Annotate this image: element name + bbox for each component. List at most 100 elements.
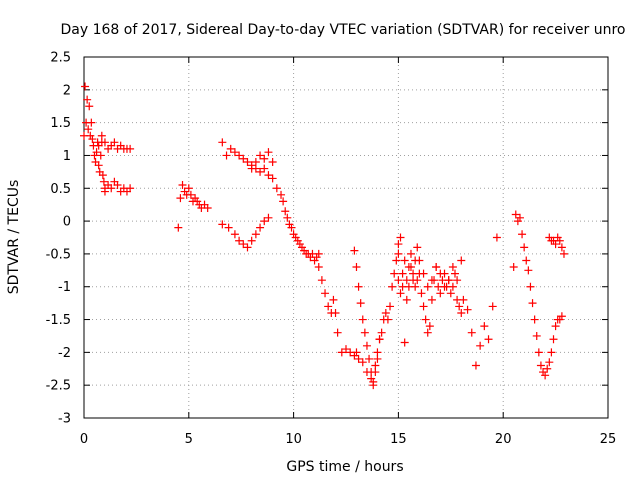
data-point-marker [251, 158, 260, 167]
data-point-marker [256, 151, 265, 160]
series-segment-11 [394, 256, 466, 298]
data-point-marker [352, 348, 361, 357]
data-point-marker [260, 217, 269, 226]
data-point-marker [99, 177, 108, 186]
data-point-marker [176, 194, 185, 203]
x-tick-label: 10 [285, 432, 302, 447]
data-point-marker [230, 230, 239, 239]
data-point-marker [551, 322, 560, 331]
data-point-marker [423, 282, 432, 291]
data-point-marker [394, 276, 403, 285]
data-point-marker [375, 335, 384, 344]
data-point-marker [557, 243, 566, 252]
data-point-marker [423, 328, 432, 337]
data-point-marker [463, 305, 472, 314]
data-point-marker [224, 223, 233, 232]
data-point-marker [352, 263, 361, 272]
data-point-marker [549, 335, 558, 344]
data-point-marker [390, 269, 399, 278]
data-point-marker [381, 308, 390, 317]
data-point-marker [427, 276, 436, 285]
data-point-marker [511, 210, 520, 219]
data-point-marker [362, 341, 371, 350]
data-point-marker [356, 299, 365, 308]
data-point-marker [383, 315, 392, 324]
data-point-marker [400, 256, 409, 265]
data-point-marker [222, 151, 231, 160]
data-point-marker [314, 263, 323, 272]
data-point-marker [268, 174, 277, 183]
data-point-marker [281, 207, 290, 216]
data-point-marker [509, 263, 518, 272]
data-point-marker [448, 282, 457, 291]
data-point-marker [337, 348, 346, 357]
data-point-marker [551, 240, 560, 249]
series-segment-3 [100, 177, 135, 196]
data-point-marker [518, 230, 527, 239]
data-point-marker [126, 144, 135, 153]
series-segment-4 [174, 180, 212, 232]
data-point-marker [243, 158, 252, 167]
data-point-marker [373, 354, 382, 363]
series-segment-14 [545, 233, 568, 258]
y-tick-label: -1 [58, 280, 71, 295]
y-tick-label: 2.5 [50, 51, 71, 66]
data-point-marker [260, 164, 269, 173]
data-point-marker [203, 203, 212, 212]
data-point-marker [358, 358, 367, 367]
data-point-marker [230, 148, 239, 157]
data-point-marker [436, 269, 445, 278]
data-point-marker [126, 184, 135, 193]
data-point-marker [333, 328, 342, 337]
series-segment-2 [94, 138, 135, 153]
data-point-marker [85, 102, 94, 111]
series-segment-6 [247, 148, 277, 173]
data-point-marker [421, 315, 430, 324]
series-segment-9 [350, 246, 384, 390]
x-tick-label: 0 [80, 432, 88, 447]
y-axis-label: SDTVAR / TECUs [6, 180, 22, 295]
data-point-marker [272, 184, 281, 193]
y-tick-label: 1.5 [50, 116, 71, 131]
data-point-marker [321, 289, 330, 298]
data-point-marker [226, 144, 235, 153]
data-point-marker [178, 180, 187, 189]
series-segment-12 [459, 233, 501, 370]
data-point-marker [107, 184, 116, 193]
y-tick-label: -3 [58, 412, 71, 427]
data-points [80, 82, 568, 390]
data-point-marker [394, 249, 403, 258]
x-axis-label: GPS time / hours [286, 459, 403, 475]
data-point-marker [492, 233, 501, 242]
data-point-marker [268, 158, 277, 167]
data-point-marker [287, 223, 296, 232]
data-point-marker [251, 230, 260, 239]
data-point-marker [488, 302, 497, 311]
data-point-marker [440, 282, 449, 291]
data-point-marker [388, 282, 397, 291]
data-point-marker [415, 256, 424, 265]
data-point-marker [448, 263, 457, 272]
data-point-marker [84, 125, 93, 134]
data-point-marker [360, 328, 369, 337]
y-tick-label: 0.5 [50, 182, 71, 197]
data-point-marker [532, 331, 541, 340]
y-tick-label: 0 [63, 215, 71, 230]
data-point-marker [528, 299, 537, 308]
data-point-marker [402, 276, 411, 285]
data-point-marker [324, 302, 333, 311]
data-point-marker [530, 315, 539, 324]
data-point-marker [457, 308, 466, 317]
data-point-marker [87, 118, 96, 127]
data-point-marker [264, 171, 273, 180]
data-point-marker [543, 364, 552, 373]
data-point-marker [186, 190, 195, 199]
data-point-marker [100, 187, 109, 196]
data-point-marker [277, 190, 286, 199]
data-point-marker [239, 154, 248, 163]
data-point-marker [218, 220, 227, 229]
data-point-marker [471, 361, 480, 370]
data-point-marker [392, 256, 401, 265]
data-point-marker [459, 295, 468, 304]
data-point-marker [113, 180, 122, 189]
